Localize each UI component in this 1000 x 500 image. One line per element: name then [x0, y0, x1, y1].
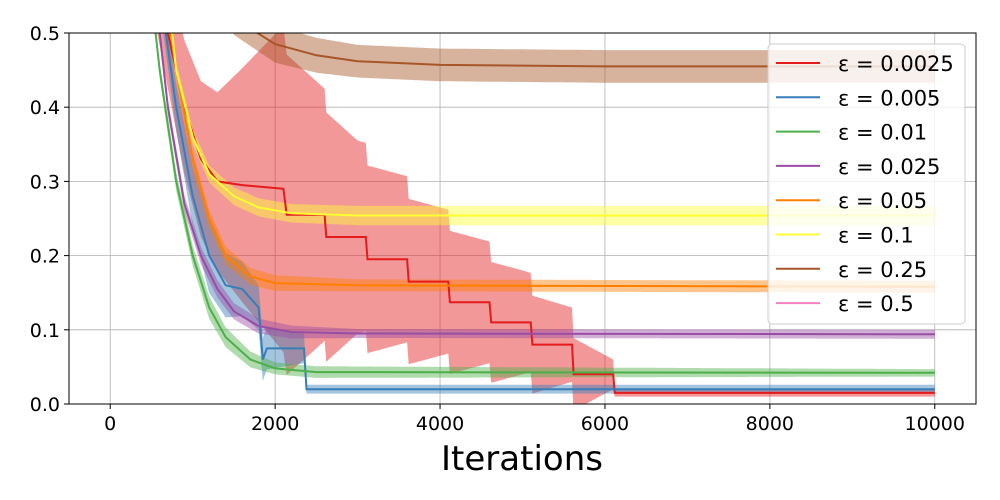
band-eps-0-25 [232, 33, 935, 83]
legend-label: ε = 0.25 [838, 258, 927, 282]
legend: ε = 0.0025 ε = 0.005 ε = 0.01 ε = 0.025 ε = … [767, 43, 966, 325]
line-eps-0-25 [255, 33, 935, 68]
y-tick-label: 0.1 [30, 320, 60, 342]
line-eps-0-025 [158, 33, 935, 336]
legend-label: ε = 0.01 [838, 121, 927, 145]
series-lines [154, 33, 935, 394]
x-axis-ticks: 0 2000 4000 6000 8000 10000 [104, 404, 965, 435]
y-tick-label: 0.3 [30, 171, 60, 193]
legend-label: ε = 0.0025 [838, 52, 954, 76]
y-axis-ticks: 0.0 0.1 0.2 0.3 0.4 0.5 [30, 23, 69, 416]
x-tick-label: 8000 [746, 413, 794, 435]
legend-box [767, 43, 966, 325]
line-eps-0-05 [169, 33, 935, 288]
legend-label: ε = 0.5 [838, 292, 914, 316]
legend-label: ε = 0.025 [838, 155, 940, 179]
y-tick-label: 0.2 [30, 246, 60, 268]
band-eps-0-025 [158, 33, 935, 339]
y-tick-label: 0.5 [30, 23, 60, 45]
line-eps-0-1 [171, 33, 935, 217]
x-tick-label: 0 [104, 413, 116, 435]
band-eps-0-0025 [157, 33, 935, 404]
x-tick-label: 10000 [905, 413, 965, 435]
y-tick-label: 0.0 [30, 394, 60, 416]
line-eps-0-005 [164, 33, 935, 391]
band-eps-0-05 [169, 33, 935, 293]
x-tick-label: 2000 [251, 413, 299, 435]
legend-label: ε = 0.05 [838, 189, 927, 213]
line-eps-0-01 [154, 33, 935, 374]
x-tick-label: 4000 [416, 413, 464, 435]
plot-frame [68, 32, 977, 405]
legend-label: ε = 0.005 [838, 86, 940, 110]
x-tick-label: 6000 [581, 413, 629, 435]
legend-label: ε = 0.1 [838, 224, 914, 248]
y-tick-label: 0.4 [30, 97, 60, 119]
x-axis-label: Iterations [441, 439, 603, 479]
